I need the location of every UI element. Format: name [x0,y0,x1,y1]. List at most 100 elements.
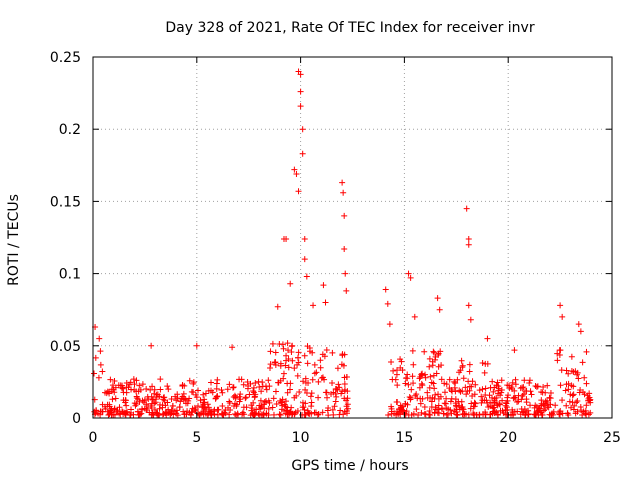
data-point [309,376,316,383]
data-point [568,404,575,411]
data-point [559,410,566,417]
data-point [453,409,460,416]
data-point [190,389,197,396]
data-point [159,404,166,411]
data-point [131,400,138,407]
data-point [192,406,199,413]
data-point [242,395,249,402]
data-point [527,402,534,409]
data-point [301,411,308,418]
data-point [200,408,207,415]
data-point [421,348,428,355]
data-point [308,410,315,417]
data-point [494,379,501,386]
data-point [210,408,217,415]
data-point [219,389,226,396]
data-point [160,396,167,403]
data-point [426,363,433,370]
data-point [222,410,229,417]
data-point [214,411,221,418]
data-point [234,410,241,417]
data-point [427,373,434,380]
data-point [315,394,322,401]
data-point [577,386,584,393]
data-point [405,381,412,388]
data-point [532,382,539,389]
data-point [332,398,339,405]
x-tick-label: 15 [395,430,413,446]
data-point [426,355,433,362]
data-point [335,381,342,388]
data-point [517,411,524,418]
data-point [568,368,575,375]
data-point [570,391,577,398]
data-point [511,347,518,354]
data-point [280,345,287,352]
data-point [386,321,393,328]
data-point [126,381,133,388]
data-point [463,391,470,398]
data-point [199,403,206,410]
data-point [415,412,422,419]
data-point [180,390,187,397]
data-point [177,398,184,405]
data-point [300,404,307,411]
data-point [547,401,554,408]
data-point [559,313,566,320]
data-point [138,410,145,417]
data-point [92,354,99,361]
data-point [111,405,118,412]
data-point [430,348,437,355]
data-point [476,387,483,394]
data-point [291,410,298,417]
data-point [431,349,438,356]
data-point [422,374,429,381]
data-point [295,349,302,356]
data-point [575,321,582,328]
data-point [131,381,138,388]
data-point [521,377,528,384]
data-point [285,356,292,363]
data-point [149,383,156,390]
data-point [565,411,572,418]
data-point [459,362,466,369]
data-point [301,256,308,263]
data-point [457,388,464,395]
data-point [324,407,331,414]
data-point [154,410,161,417]
data-point [295,188,302,195]
data-point [466,361,473,368]
data-point [261,405,268,412]
data-point [563,402,570,409]
data-point [273,401,280,408]
data-point [388,410,395,417]
data-point [568,382,575,389]
data-point [402,380,409,387]
data-point [479,386,486,393]
data-point [438,405,445,412]
data-point [302,379,309,386]
data-point [523,399,530,406]
data-point [299,126,306,133]
data-point [394,399,401,406]
data-point [240,381,247,388]
data-point [471,411,478,418]
data-point [539,389,546,396]
data-point [186,395,193,402]
data-point [547,389,554,396]
data-point [341,246,348,253]
data-point [160,410,167,417]
data-point [272,388,279,395]
data-point [421,410,428,417]
data-point [246,391,253,398]
data-point [278,399,285,406]
data-point [538,397,545,404]
data-point [408,386,415,393]
data-point [287,380,294,387]
data-point [322,299,329,306]
data-point [498,389,505,396]
data-point [454,376,461,383]
data-point [431,385,438,392]
data-point [226,400,233,407]
data-point [271,359,278,366]
